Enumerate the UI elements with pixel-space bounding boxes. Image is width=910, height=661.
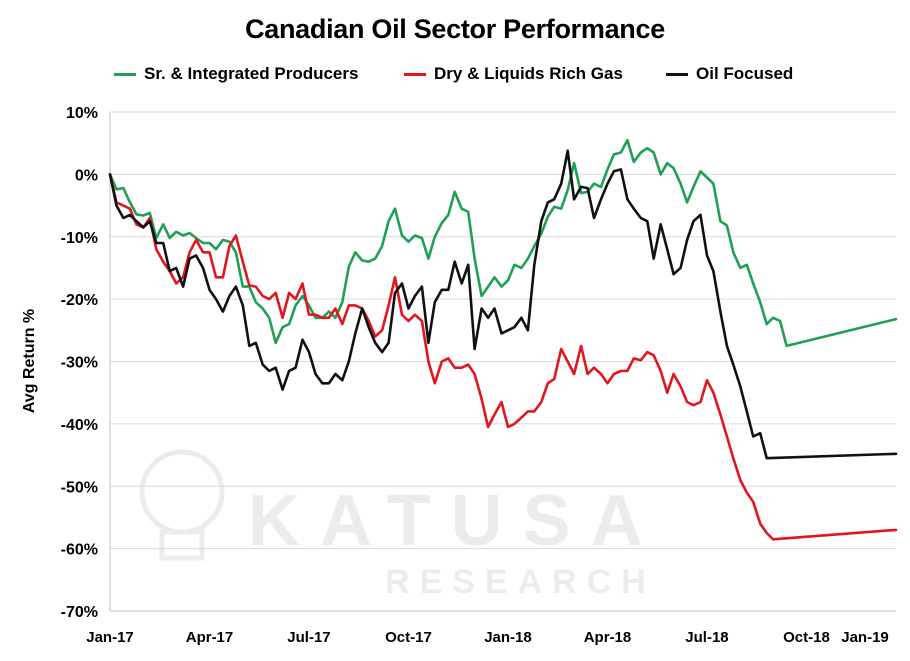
legend-label-oil-focused: Oil Focused — [696, 64, 794, 83]
grid — [110, 111, 896, 550]
legend: Sr. & Integrated Producers Dry & Liquids… — [0, 64, 910, 86]
x-tick-label: Jan-18 — [484, 629, 532, 646]
lightbulb-icon — [139, 449, 225, 535]
x-tick-label: Jul-17 — [287, 629, 330, 646]
y-tick-label: -40% — [61, 417, 98, 434]
legend-swatch-oil-focused — [666, 72, 688, 76]
y-tick-label: -10% — [61, 230, 98, 247]
series-line-0 — [108, 138, 898, 348]
series-layer — [108, 138, 898, 541]
legend-label-dry-liquids: Dry & Liquids Rich Gas — [434, 64, 623, 83]
y-tick-label: -50% — [61, 479, 98, 496]
watermark-subbrand: RESEARCH — [385, 563, 656, 601]
chart-title: Canadian Oil Sector Performance — [245, 14, 665, 44]
x-tick-label: Jul-18 — [685, 629, 728, 646]
x-tick-label: Oct-18 — [783, 629, 830, 646]
legend-label-sr-integrated: Sr. & Integrated Producers — [144, 64, 359, 83]
legend-swatch-dry-liquids — [404, 72, 426, 76]
x-ticks: Jan-17 Apr-17 Jul-17 Oct-17 Jan-18 Apr-18 Jul-… — [86, 629, 889, 646]
watermark: KATUSA RESEARCH — [139, 449, 663, 601]
y-tick-label: 10% — [66, 105, 98, 122]
legend-item-sr-integrated: Sr. & Integrated Producers — [114, 64, 358, 84]
y-tick-label: -70% — [61, 604, 98, 621]
x-tick-label: Oct-17 — [385, 629, 432, 646]
y-ticks: 10% 0% -10% -20% -30% -40% -50% -60% -70% — [61, 105, 98, 621]
y-tick-label: -30% — [61, 355, 98, 372]
x-tick-label: Apr-18 — [584, 629, 632, 646]
x-tick-label: Jan-19 — [841, 629, 889, 646]
x-tick-label: Jan-17 — [86, 629, 134, 646]
axes — [109, 112, 896, 612]
x-tick-label: Apr-17 — [186, 629, 234, 646]
y-tick-label: -20% — [61, 292, 98, 309]
watermark-brand: KATUSA — [248, 481, 663, 561]
legend-swatch-sr-integrated — [114, 72, 136, 76]
series-line-2 — [108, 149, 898, 460]
y-tick-label: 0% — [75, 167, 98, 184]
y-tick-label: -60% — [61, 542, 98, 559]
series-line-1 — [108, 173, 898, 541]
lightbulb-base-shape — [159, 529, 205, 561]
legend-item-oil-focused: Oil Focused — [666, 64, 793, 84]
legend-item-dry-liquids: Dry & Liquids Rich Gas — [404, 64, 623, 84]
